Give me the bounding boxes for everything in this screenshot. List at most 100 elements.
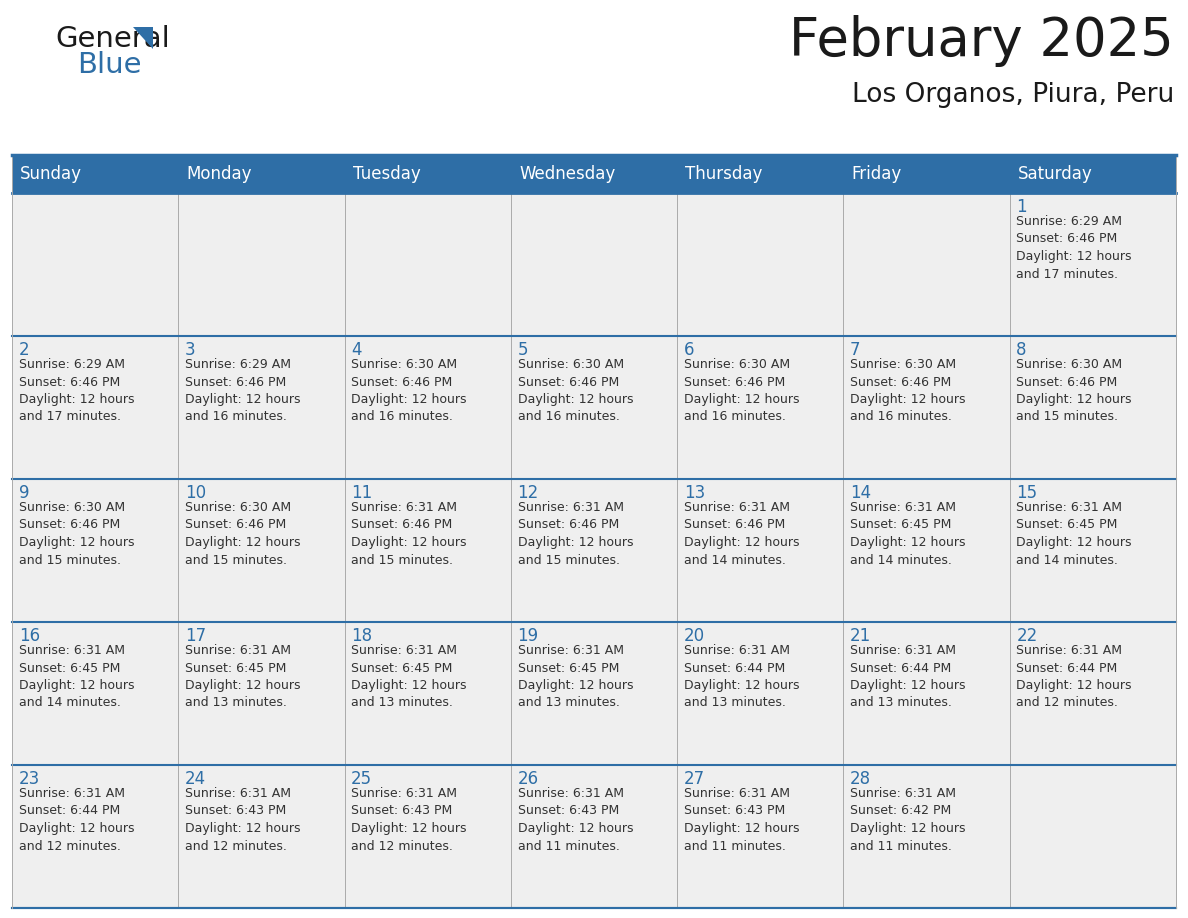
- Text: Sunrise: 6:31 AM
Sunset: 6:43 PM
Daylight: 12 hours
and 12 minutes.: Sunrise: 6:31 AM Sunset: 6:43 PM Dayligh…: [352, 787, 467, 853]
- Bar: [511, 336, 677, 479]
- Text: Sunrise: 6:30 AM
Sunset: 6:46 PM
Daylight: 12 hours
and 15 minutes.: Sunrise: 6:30 AM Sunset: 6:46 PM Dayligh…: [185, 501, 301, 566]
- Bar: [345, 193, 511, 336]
- Text: Blue: Blue: [77, 51, 141, 79]
- Bar: [345, 479, 511, 622]
- Text: 2: 2: [19, 341, 30, 359]
- Text: 25: 25: [352, 770, 372, 788]
- Text: 16: 16: [19, 627, 39, 645]
- Bar: [178, 193, 345, 336]
- Text: Sunrise: 6:31 AM
Sunset: 6:44 PM
Daylight: 12 hours
and 13 minutes.: Sunrise: 6:31 AM Sunset: 6:44 PM Dayligh…: [684, 644, 800, 710]
- Text: 20: 20: [684, 627, 704, 645]
- Text: Sunrise: 6:31 AM
Sunset: 6:45 PM
Daylight: 12 hours
and 13 minutes.: Sunrise: 6:31 AM Sunset: 6:45 PM Dayligh…: [352, 644, 467, 710]
- Bar: [178, 622, 345, 765]
- Polygon shape: [133, 27, 153, 49]
- Text: Sunrise: 6:30 AM
Sunset: 6:46 PM
Daylight: 12 hours
and 16 minutes.: Sunrise: 6:30 AM Sunset: 6:46 PM Dayligh…: [518, 358, 633, 423]
- Bar: [1010, 155, 1176, 193]
- Text: Sunrise: 6:31 AM
Sunset: 6:43 PM
Daylight: 12 hours
and 12 minutes.: Sunrise: 6:31 AM Sunset: 6:43 PM Dayligh…: [185, 787, 301, 853]
- Text: Sunrise: 6:31 AM
Sunset: 6:44 PM
Daylight: 12 hours
and 13 minutes.: Sunrise: 6:31 AM Sunset: 6:44 PM Dayligh…: [851, 644, 966, 710]
- Bar: [511, 155, 677, 193]
- Text: 12: 12: [518, 484, 539, 502]
- Text: Sunrise: 6:31 AM
Sunset: 6:42 PM
Daylight: 12 hours
and 11 minutes.: Sunrise: 6:31 AM Sunset: 6:42 PM Dayligh…: [851, 787, 966, 853]
- Text: 27: 27: [684, 770, 704, 788]
- Text: 3: 3: [185, 341, 196, 359]
- Text: Friday: Friday: [852, 165, 902, 183]
- Text: Sunrise: 6:31 AM
Sunset: 6:43 PM
Daylight: 12 hours
and 11 minutes.: Sunrise: 6:31 AM Sunset: 6:43 PM Dayligh…: [518, 787, 633, 853]
- Bar: [677, 622, 843, 765]
- Text: 18: 18: [352, 627, 372, 645]
- Text: Sunrise: 6:31 AM
Sunset: 6:45 PM
Daylight: 12 hours
and 14 minutes.: Sunrise: 6:31 AM Sunset: 6:45 PM Dayligh…: [19, 644, 134, 710]
- Text: Sunrise: 6:31 AM
Sunset: 6:46 PM
Daylight: 12 hours
and 15 minutes.: Sunrise: 6:31 AM Sunset: 6:46 PM Dayligh…: [518, 501, 633, 566]
- Text: February 2025: February 2025: [789, 15, 1174, 67]
- Text: 14: 14: [851, 484, 871, 502]
- Bar: [843, 336, 1010, 479]
- Text: 8: 8: [1017, 341, 1026, 359]
- Text: 19: 19: [518, 627, 538, 645]
- Bar: [843, 155, 1010, 193]
- Text: Sunrise: 6:31 AM
Sunset: 6:46 PM
Daylight: 12 hours
and 14 minutes.: Sunrise: 6:31 AM Sunset: 6:46 PM Dayligh…: [684, 501, 800, 566]
- Bar: [12, 193, 178, 336]
- Text: 24: 24: [185, 770, 206, 788]
- Bar: [511, 193, 677, 336]
- Text: 22: 22: [1017, 627, 1037, 645]
- Text: 11: 11: [352, 484, 373, 502]
- Text: Tuesday: Tuesday: [353, 165, 421, 183]
- Text: 23: 23: [19, 770, 40, 788]
- Bar: [12, 479, 178, 622]
- Bar: [12, 622, 178, 765]
- Text: Sunrise: 6:31 AM
Sunset: 6:44 PM
Daylight: 12 hours
and 12 minutes.: Sunrise: 6:31 AM Sunset: 6:44 PM Dayligh…: [1017, 644, 1132, 710]
- Text: Sunrise: 6:30 AM
Sunset: 6:46 PM
Daylight: 12 hours
and 15 minutes.: Sunrise: 6:30 AM Sunset: 6:46 PM Dayligh…: [1017, 358, 1132, 423]
- Bar: [1010, 479, 1176, 622]
- Bar: [843, 765, 1010, 908]
- Text: 21: 21: [851, 627, 871, 645]
- Text: 10: 10: [185, 484, 206, 502]
- Text: Sunday: Sunday: [20, 165, 82, 183]
- Text: 6: 6: [684, 341, 694, 359]
- Text: 26: 26: [518, 770, 538, 788]
- Bar: [12, 765, 178, 908]
- Text: Sunrise: 6:31 AM
Sunset: 6:45 PM
Daylight: 12 hours
and 14 minutes.: Sunrise: 6:31 AM Sunset: 6:45 PM Dayligh…: [1017, 501, 1132, 566]
- Bar: [178, 479, 345, 622]
- Bar: [677, 765, 843, 908]
- Text: 5: 5: [518, 341, 527, 359]
- Text: Saturday: Saturday: [1018, 165, 1093, 183]
- Text: Sunrise: 6:31 AM
Sunset: 6:46 PM
Daylight: 12 hours
and 15 minutes.: Sunrise: 6:31 AM Sunset: 6:46 PM Dayligh…: [352, 501, 467, 566]
- Bar: [178, 765, 345, 908]
- Text: Sunrise: 6:31 AM
Sunset: 6:44 PM
Daylight: 12 hours
and 12 minutes.: Sunrise: 6:31 AM Sunset: 6:44 PM Dayligh…: [19, 787, 134, 853]
- Bar: [843, 622, 1010, 765]
- Text: 9: 9: [19, 484, 30, 502]
- Text: Los Organos, Piura, Peru: Los Organos, Piura, Peru: [852, 82, 1174, 108]
- Bar: [677, 336, 843, 479]
- Bar: [178, 336, 345, 479]
- Bar: [1010, 193, 1176, 336]
- Text: Sunrise: 6:30 AM
Sunset: 6:46 PM
Daylight: 12 hours
and 16 minutes.: Sunrise: 6:30 AM Sunset: 6:46 PM Dayligh…: [851, 358, 966, 423]
- Text: Thursday: Thursday: [685, 165, 763, 183]
- Bar: [511, 622, 677, 765]
- Bar: [178, 155, 345, 193]
- Bar: [843, 193, 1010, 336]
- Bar: [345, 336, 511, 479]
- Bar: [677, 193, 843, 336]
- Text: 7: 7: [851, 341, 860, 359]
- Bar: [1010, 336, 1176, 479]
- Text: 17: 17: [185, 627, 206, 645]
- Text: Sunrise: 6:30 AM
Sunset: 6:46 PM
Daylight: 12 hours
and 16 minutes.: Sunrise: 6:30 AM Sunset: 6:46 PM Dayligh…: [352, 358, 467, 423]
- Bar: [345, 622, 511, 765]
- Text: Sunrise: 6:29 AM
Sunset: 6:46 PM
Daylight: 12 hours
and 17 minutes.: Sunrise: 6:29 AM Sunset: 6:46 PM Dayligh…: [1017, 215, 1132, 281]
- Text: Sunrise: 6:31 AM
Sunset: 6:45 PM
Daylight: 12 hours
and 13 minutes.: Sunrise: 6:31 AM Sunset: 6:45 PM Dayligh…: [518, 644, 633, 710]
- Bar: [12, 155, 178, 193]
- Bar: [12, 336, 178, 479]
- Text: Sunrise: 6:30 AM
Sunset: 6:46 PM
Daylight: 12 hours
and 15 minutes.: Sunrise: 6:30 AM Sunset: 6:46 PM Dayligh…: [19, 501, 134, 566]
- Text: 15: 15: [1017, 484, 1037, 502]
- Text: Sunrise: 6:31 AM
Sunset: 6:45 PM
Daylight: 12 hours
and 13 minutes.: Sunrise: 6:31 AM Sunset: 6:45 PM Dayligh…: [185, 644, 301, 710]
- Text: Wednesday: Wednesday: [519, 165, 615, 183]
- Bar: [345, 765, 511, 908]
- Text: General: General: [55, 25, 170, 53]
- Bar: [677, 479, 843, 622]
- Text: Sunrise: 6:29 AM
Sunset: 6:46 PM
Daylight: 12 hours
and 16 minutes.: Sunrise: 6:29 AM Sunset: 6:46 PM Dayligh…: [185, 358, 301, 423]
- Text: Sunrise: 6:31 AM
Sunset: 6:45 PM
Daylight: 12 hours
and 14 minutes.: Sunrise: 6:31 AM Sunset: 6:45 PM Dayligh…: [851, 501, 966, 566]
- Bar: [1010, 622, 1176, 765]
- Text: 13: 13: [684, 484, 704, 502]
- Text: Sunrise: 6:30 AM
Sunset: 6:46 PM
Daylight: 12 hours
and 16 minutes.: Sunrise: 6:30 AM Sunset: 6:46 PM Dayligh…: [684, 358, 800, 423]
- Text: Sunrise: 6:31 AM
Sunset: 6:43 PM
Daylight: 12 hours
and 11 minutes.: Sunrise: 6:31 AM Sunset: 6:43 PM Dayligh…: [684, 787, 800, 853]
- Bar: [511, 765, 677, 908]
